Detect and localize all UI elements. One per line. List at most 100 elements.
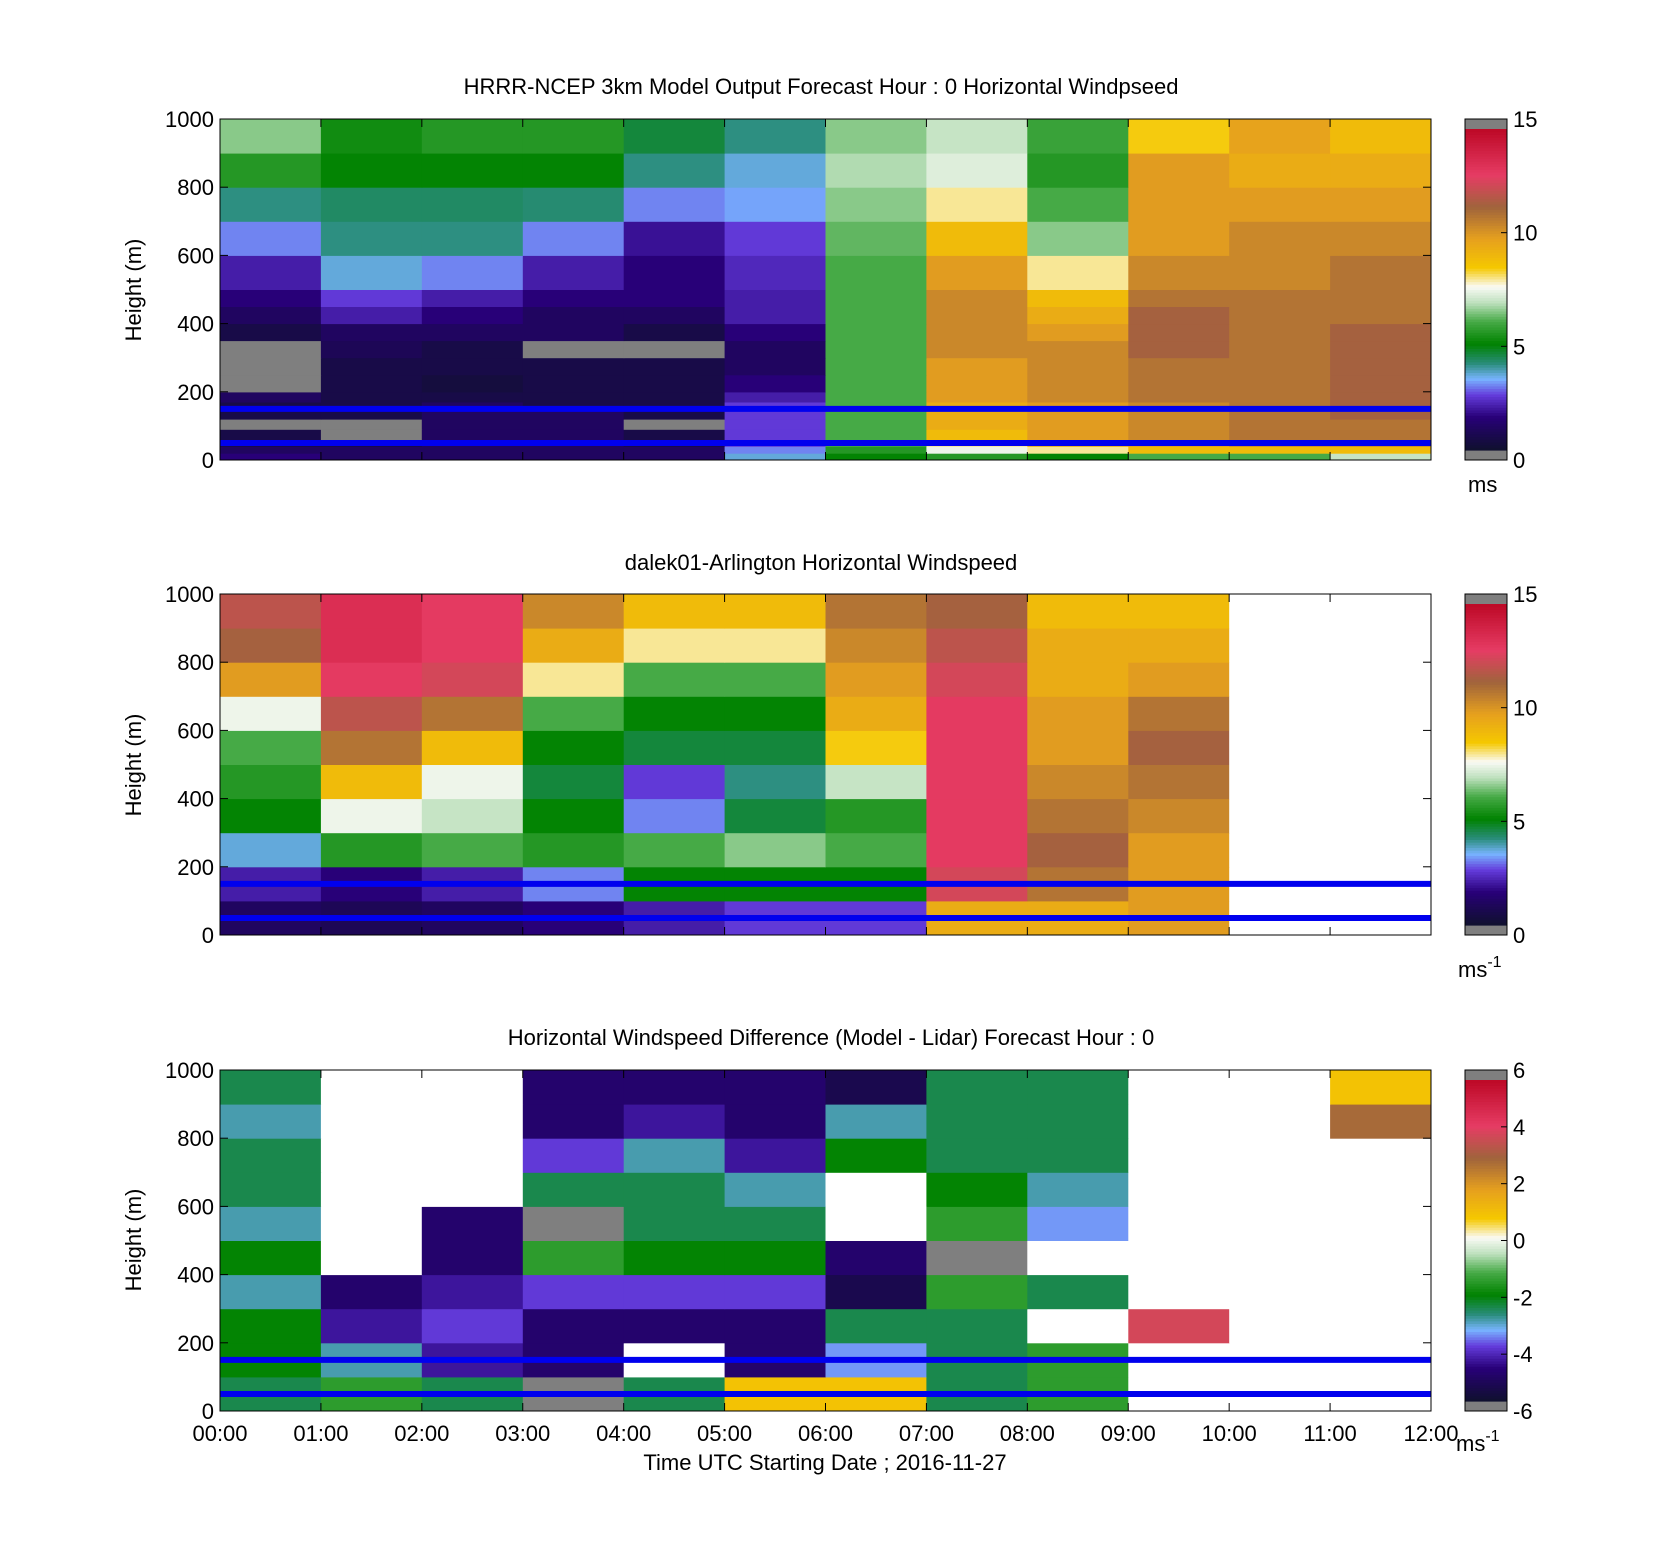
colorbar-segment [1465, 884, 1507, 889]
heatmap-cell [421, 119, 524, 154]
panel-2-y-ticks: 0 200 400 600 800 1000 [165, 582, 1431, 948]
heatmap-cell [623, 594, 726, 629]
heatmap-cell [623, 696, 726, 731]
colorbar-segment [1465, 646, 1507, 651]
colorbar-segment [1465, 1203, 1507, 1207]
panel-3-heatmap [220, 1070, 1432, 1412]
heatmap-cell [926, 289, 1028, 307]
y-tick-label: 400 [177, 312, 214, 337]
colorbar-segment [1465, 278, 1507, 283]
heatmap-cell [724, 628, 826, 663]
colorbar-segment [1465, 692, 1507, 696]
heatmap-cell [825, 408, 927, 420]
heatmap-cell [1027, 1172, 1129, 1207]
y-tick-label: 800 [177, 175, 214, 200]
colorbar-segment [1465, 260, 1507, 264]
heatmap-cell [1330, 1070, 1432, 1105]
heatmap-cell [320, 798, 423, 834]
heatmap-cell [1027, 1274, 1129, 1310]
colorbar-segment [1465, 195, 1507, 200]
colorbar-segment [1465, 660, 1507, 664]
x-tick-label: 11:00 [1303, 1421, 1356, 1446]
heatmap-cell [825, 1070, 927, 1105]
heatmap-cell [724, 1138, 826, 1173]
colorbar-segment [1465, 1326, 1507, 1330]
colorbar-tick-label: 5 [1513, 334, 1525, 359]
colorbar-segment [1465, 1331, 1507, 1335]
colorbar-cap-bottom [1465, 925, 1507, 935]
heatmap-cell [926, 1308, 1028, 1344]
colorbar-segment [1465, 198, 1507, 202]
colorbar-segment [1465, 700, 1507, 704]
colorbar-segment [1465, 882, 1507, 886]
heatmap-cell [1128, 1240, 1230, 1276]
x-tick-label: 06:00 [798, 1421, 853, 1446]
heatmap-cell [724, 374, 826, 393]
colorbar-segment [1465, 1277, 1507, 1282]
colorbar-segment [1465, 1374, 1507, 1378]
heatmap-cell [724, 1308, 826, 1344]
heatmap-cell [421, 730, 524, 765]
heatmap-cell [220, 255, 322, 290]
colorbar-segment [1465, 134, 1507, 138]
colorbar-segment [1465, 1162, 1507, 1167]
colorbar-segment [1465, 831, 1507, 835]
heatmap-cell [1229, 402, 1331, 410]
colorbar-segment [1465, 1211, 1507, 1215]
heatmap-cell [421, 1138, 524, 1173]
heatmap-cell [926, 662, 1028, 697]
heatmap-cell [1027, 798, 1129, 834]
colorbar-segment [1465, 654, 1507, 659]
colorbar-segment [1465, 326, 1507, 331]
heatmap-cell [1330, 594, 1432, 629]
colorbar-segment [1465, 244, 1507, 248]
heatmap-cell [926, 419, 1028, 430]
colorbar-segment [1465, 236, 1507, 240]
colorbar-segment [1465, 764, 1507, 768]
heatmap-cell [1330, 187, 1432, 222]
colorbar-segment [1465, 847, 1507, 851]
colorbar-segment [1465, 1085, 1507, 1089]
heatmap-cell [724, 340, 826, 359]
colorbar-segment [1465, 1141, 1507, 1145]
panel-3-colorbar-unit: ms-1 [1456, 1428, 1500, 1456]
colorbar-segment [1465, 1390, 1507, 1394]
colorbar-segment [1465, 412, 1507, 416]
heatmap-cell [926, 730, 1028, 765]
heatmap-cell [522, 1172, 625, 1207]
panel-1-x-ticks [219, 119, 1432, 460]
colorbar-segment [1465, 359, 1507, 363]
colorbar-segment [1465, 1117, 1507, 1121]
colorbar-segment [1465, 284, 1507, 288]
heatmap-cell [220, 1308, 322, 1344]
x-tick-label: 12:00 [1403, 1421, 1458, 1446]
heatmap-cell [522, 391, 625, 403]
heatmap-cell [1027, 696, 1129, 731]
colorbar-segment [1465, 179, 1507, 184]
heatmap-cell [522, 446, 625, 454]
heatmap-cell [1128, 446, 1230, 454]
heatmap-cell [421, 221, 524, 256]
colorbar-segment [1465, 1219, 1507, 1223]
heatmap-cell [623, 402, 726, 410]
heatmap-cell [421, 1274, 524, 1310]
colorbar-segment [1465, 356, 1507, 360]
heatmap-cell [724, 1104, 826, 1139]
colorbar-segment [1465, 433, 1507, 438]
heatmap-cell [825, 429, 927, 440]
heatmap-cell [1229, 408, 1331, 420]
colorbar-segment [1465, 614, 1507, 618]
colorbar-tick-label: 15 [1513, 582, 1537, 607]
colorbar-segment [1465, 1256, 1507, 1260]
heatmap-cell [926, 696, 1028, 731]
colorbar-segment [1465, 190, 1507, 194]
colorbar-segment [1465, 761, 1507, 766]
colorbar-segment [1465, 153, 1507, 157]
colorbar-segment [1465, 441, 1507, 446]
colorbar-segment [1465, 171, 1507, 176]
colorbar-segment [1465, 735, 1507, 739]
heatmap-cell [825, 764, 927, 800]
colorbar-segment [1465, 1384, 1507, 1389]
colorbar-segment [1465, 638, 1507, 643]
y-tick-label: 200 [177, 1331, 214, 1356]
